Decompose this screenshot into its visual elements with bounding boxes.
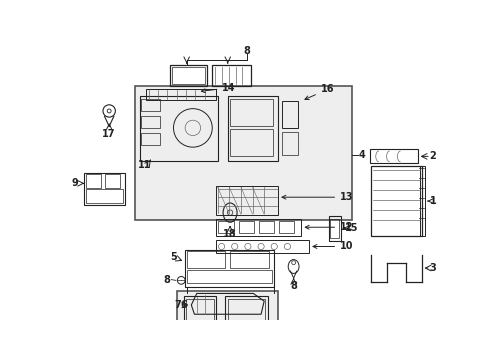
Text: 15: 15	[345, 223, 358, 233]
Bar	[86, 189, 123, 203]
Bar	[370, 166, 421, 236]
Text: 17: 17	[102, 129, 116, 139]
Text: 6: 6	[180, 300, 186, 310]
Text: 13: 13	[282, 192, 353, 202]
Bar	[216, 219, 301, 236]
Bar	[258, 221, 274, 233]
Bar	[186, 270, 271, 283]
Bar	[177, 291, 278, 343]
Text: 10: 10	[312, 242, 353, 252]
Bar	[227, 299, 264, 335]
Bar	[282, 132, 297, 155]
Bar	[329, 219, 339, 238]
Text: 18: 18	[223, 229, 236, 239]
Bar	[185, 249, 274, 287]
Bar	[141, 132, 160, 145]
Bar	[146, 89, 216, 100]
Bar	[140, 95, 217, 161]
Bar	[282, 101, 297, 128]
Text: 8: 8	[243, 46, 250, 56]
Bar	[230, 251, 268, 268]
Bar	[212, 65, 250, 86]
Text: 8: 8	[289, 281, 296, 291]
Bar	[141, 116, 160, 128]
Text: 2: 2	[429, 152, 436, 161]
Bar	[169, 65, 206, 86]
Bar	[183, 296, 216, 338]
Bar	[135, 86, 351, 220]
Text: 9: 9	[72, 178, 78, 188]
Bar	[185, 299, 213, 335]
Text: 7: 7	[174, 300, 181, 310]
Text: 12: 12	[305, 222, 353, 232]
Bar	[419, 166, 424, 236]
Bar	[230, 99, 272, 126]
Text: 1: 1	[429, 196, 436, 206]
Bar	[225, 296, 267, 338]
Text: 3: 3	[429, 263, 436, 273]
Text: 5: 5	[170, 252, 177, 262]
Text: 11: 11	[138, 160, 151, 170]
Bar	[238, 221, 254, 233]
Bar	[227, 95, 278, 161]
Text: 14: 14	[201, 83, 235, 93]
Text: 16: 16	[305, 84, 334, 100]
Bar	[328, 216, 340, 241]
Bar	[104, 174, 120, 188]
Bar	[218, 221, 233, 233]
Text: 4: 4	[358, 150, 365, 160]
Bar	[172, 67, 204, 84]
Bar	[216, 186, 278, 215]
Bar	[186, 251, 225, 268]
Text: 8: 8	[163, 275, 170, 285]
Bar	[230, 130, 272, 156]
Bar	[369, 149, 417, 163]
Bar	[84, 172, 124, 205]
Bar	[141, 99, 160, 111]
Bar	[216, 239, 308, 253]
Bar	[86, 174, 101, 188]
Bar	[278, 221, 294, 233]
